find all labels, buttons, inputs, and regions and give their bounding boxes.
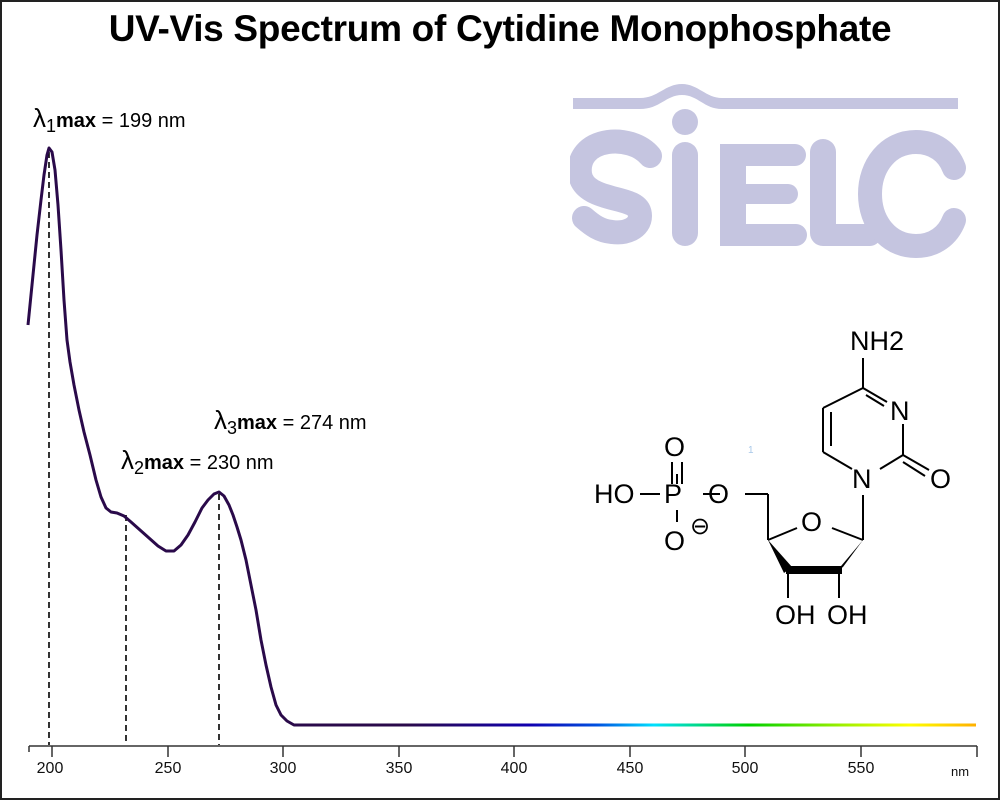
peak-label-3: λ3max = 274 nm <box>214 405 367 438</box>
x-tick-500: 500 <box>731 760 759 777</box>
atom-p: P <box>664 479 683 509</box>
atom-o-double: O <box>664 432 686 462</box>
wedge-bond <box>768 540 792 573</box>
x-axis-unit: nm <box>951 764 970 779</box>
x-tick-250: 250 <box>154 760 182 777</box>
x-tick-450: 450 <box>616 760 644 777</box>
sielc-logo <box>570 84 966 259</box>
x-axis-ticks <box>51 746 862 757</box>
atom-o-ring: O <box>801 507 823 537</box>
chart-title: UV-Vis Spectrum of Cytidine Monophosphat… <box>108 8 892 49</box>
spectrum-line <box>26 146 976 727</box>
atom-n3: N <box>890 396 910 426</box>
atom-o-ester: O <box>708 479 730 509</box>
atom-o-minus: O <box>664 526 686 556</box>
x-tick-550: 550 <box>847 760 875 777</box>
x-tick-200: 200 <box>36 760 64 777</box>
peak-label-2: λ2max = 230 nm <box>121 445 274 478</box>
atom-oh-2: OH <box>827 600 868 630</box>
x-tick-300: 300 <box>269 760 297 777</box>
cmp-structure <box>640 358 930 598</box>
peak-label-1: λ1max = 199 nm <box>33 103 186 136</box>
atom-nh2: NH2 <box>850 326 905 356</box>
atom-o2: O <box>930 464 952 494</box>
x-tick-350: 350 <box>385 760 413 777</box>
atom-ho: HO <box>594 479 635 509</box>
x-tick-400: 400 <box>500 760 528 777</box>
atom-oh-3: OH <box>775 600 816 630</box>
stray-mark: 1 <box>748 445 754 456</box>
negative-charge-icon: ⊖ <box>690 513 711 540</box>
atom-n1: N <box>852 464 872 494</box>
